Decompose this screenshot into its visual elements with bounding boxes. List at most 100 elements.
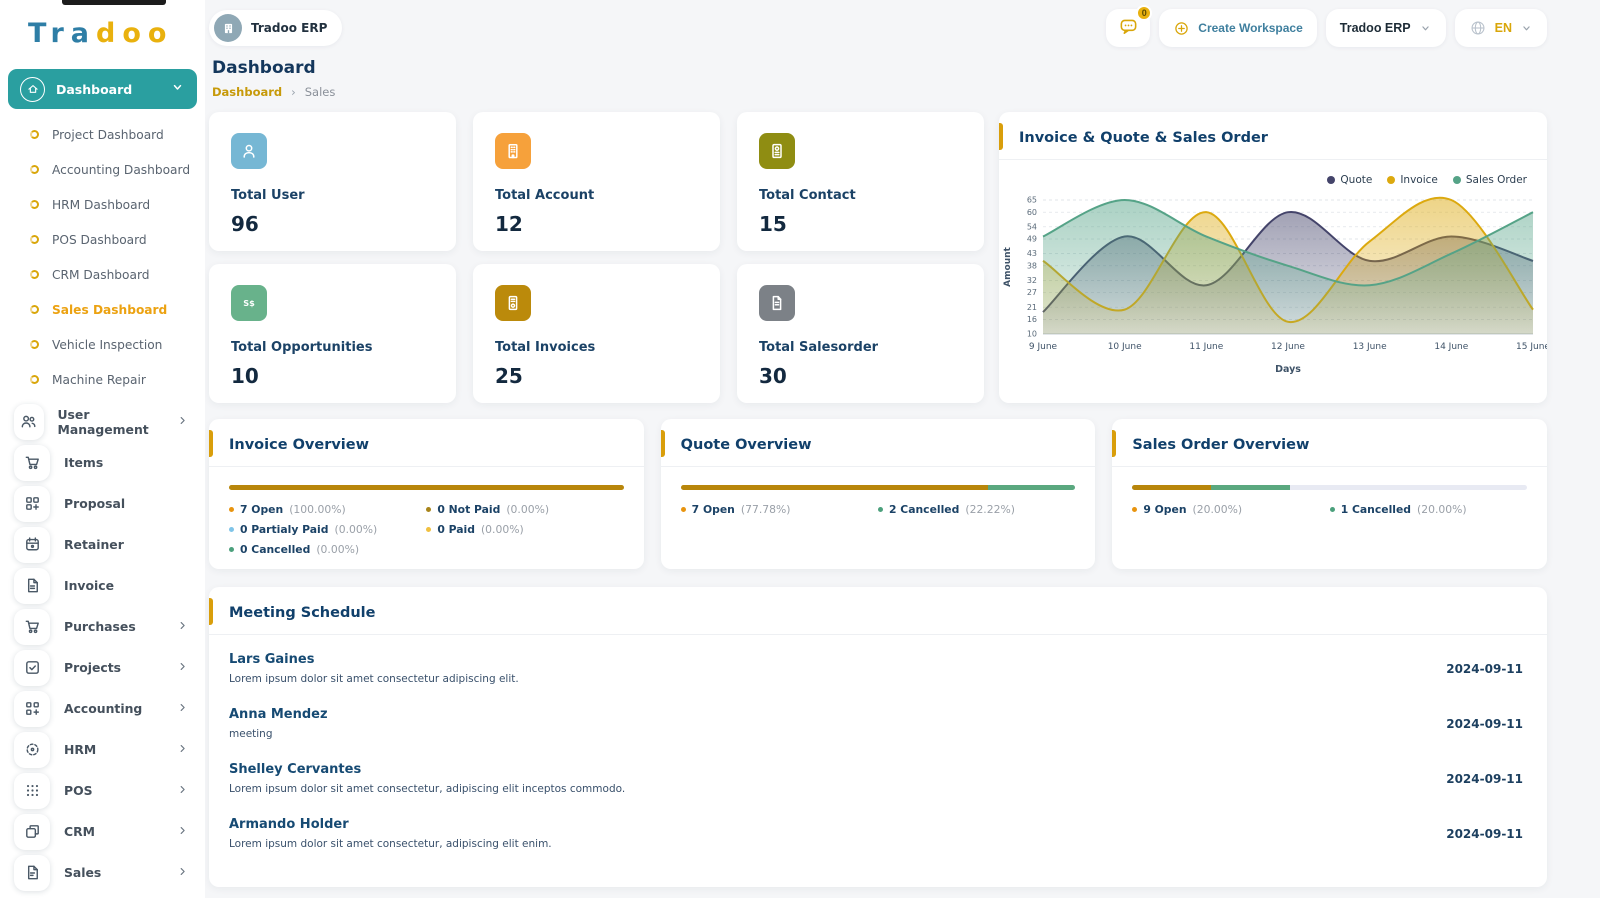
sidebar-subitem-project-dashboard[interactable]: Project Dashboard [0,117,205,152]
workspace-select[interactable]: Tradoo ERP [1325,9,1446,47]
overview-stat: 0 Partialy Paid (0.00%) [229,523,426,536]
overview-card-header: Sales Order Overview [1112,419,1548,467]
create-workspace-button[interactable]: Create Workspace [1159,9,1317,47]
sidebar-item-user-management[interactable]: User Management [0,401,205,442]
stat-card-total-account[interactable]: Total Account 12 [473,112,720,251]
meeting-description: Lorem ipsum dolor sit amet consectetur, … [229,838,552,850]
sidebar-item-accounting[interactable]: Accounting [0,688,205,729]
sidebar-item-projects[interactable]: Projects [0,647,205,688]
stat-card-total-invoices[interactable]: Total Invoices 25 [473,264,720,403]
stat-card-total-contact[interactable]: Total Contact 15 [737,112,984,251]
create-workspace-label: Create Workspace [1198,21,1303,35]
overview-stat-label: 7 Open [240,503,284,516]
status-circle-icon [30,305,39,314]
breadcrumb-dashboard-link[interactable]: Dashboard [212,85,283,99]
sidebar-item-sales[interactable]: Sales [0,852,205,893]
svg-text:12 June: 12 June [1271,342,1305,352]
overview-stats: 9 Open (20.00%) 1 Cancelled (20.00%) [1112,490,1547,516]
sidebar-item-label: HRM [64,742,97,757]
meeting-date: 2024-09-11 [1446,717,1523,731]
chevron-right-icon [176,824,189,840]
meeting-list: Lars Gaines Lorem ipsum dolor sit amet c… [209,635,1547,867]
legend-label: Sales Order [1465,174,1527,186]
stat-label: Total Opportunities [231,340,373,355]
svg-text:10 June: 10 June [1108,342,1142,352]
page-head: Dashboard Dashboard › Sales [209,48,1547,99]
sidebar-subitem-sales-dashboard[interactable]: Sales Dashboard [0,292,205,327]
language-select[interactable]: EN [1454,9,1547,47]
overview-stat: 7 Open (100.00%) [229,503,426,516]
workspace-chip[interactable]: Tradoo ERP [209,10,343,46]
progress-segment [987,485,1076,490]
home-icon [20,76,45,102]
status-dot-icon [229,507,234,512]
overview-stats: 7 Open (100.00%) 0 Partialy Paid (0.00%)… [209,490,644,556]
overview-card-sales-order-overview: Sales Order Overview 9 Open (20.00%) 1 C… [1112,419,1548,569]
stat-value: 25 [495,364,523,388]
sidebar-item-proposal[interactable]: Proposal [0,483,205,524]
overview-stat: 0 Cancelled (0.00%) [229,543,426,556]
sidebar-subitem-label: Accounting Dashboard [52,162,191,177]
stat-card-total-opportunities[interactable]: S$ Total Opportunities 10 [209,264,456,403]
logo-letter: r [50,18,71,49]
chevron-right-icon [176,742,189,758]
overview-stat: 9 Open (20.00%) [1132,503,1329,516]
sidebar-item-dashboard[interactable]: Dashboard [8,69,197,109]
chart-card-title: Invoice & Quote & Sales Order [1019,130,1268,146]
meeting-row: Lars Gaines Lorem ipsum dolor sit amet c… [209,639,1547,694]
svg-text:10: 10 [1027,330,1037,339]
sidebar-item-hrm[interactable]: HRM [0,729,205,770]
sidebar-subitem-vehicle-inspection[interactable]: Vehicle Inspection [0,327,205,362]
sidebar-item-items[interactable]: Items [0,442,205,483]
sidebar-item-invoice[interactable]: Invoice [0,565,205,606]
sidebar-item-retainer[interactable]: Retainer [0,524,205,565]
status-dot-icon [1329,507,1335,512]
cut-off-element [62,0,166,5]
overview-stat-pct: (0.00%) [334,523,378,536]
chart-card-header: Invoice & Quote & Sales Order [999,112,1547,160]
stat-card-total-user[interactable]: Total User 96 [209,112,456,251]
sidebar-subitem-pos-dashboard[interactable]: POS Dashboard [0,222,205,257]
stat-cards: Total User 96 Total Account 12 Total Con… [209,112,984,403]
chat-button[interactable]: 0 [1106,5,1153,47]
chat-icon [1118,16,1139,40]
overview-stat: 0 Not Paid (0.00%) [426,503,623,516]
svg-text:9 June: 9 June [1029,342,1058,352]
invoice2-icon [495,285,531,321]
meeting-name: Shelley Cervantes [229,762,362,777]
meeting-description: meeting [229,728,273,740]
legend-item-quote[interactable]: Quote [1327,174,1372,186]
sidebar-subitem-crm-dashboard[interactable]: CRM Dashboard [0,257,205,292]
topbar: Tradoo ERP 0 Create Workspace Tradoo ERP [209,0,1547,48]
legend-item-sales-order[interactable]: Sales Order [1452,174,1527,186]
svg-text:27: 27 [1027,288,1037,297]
sidebar-item-label: CRM [64,824,95,839]
sidebar-item-label: Retainer [64,537,124,552]
svg-text:S$: S$ [243,298,255,308]
hrm-icon [14,731,50,768]
meeting-description: Lorem ipsum dolor sit amet consectetur a… [229,673,519,685]
meeting-date: 2024-09-11 [1446,662,1523,676]
sidebar-item-label: Proposal [64,496,126,511]
stat-card-total-salesorder[interactable]: Total Salesorder 30 [737,264,984,403]
overview-stat-pct: (100.00%) [289,503,346,516]
sidebar-item-purchases[interactable]: Purchases [0,606,205,647]
sidebar-item-label: User Management [57,406,149,437]
invoice-icon [14,567,50,604]
proposal-icon [14,485,50,522]
progress-segment [229,485,624,490]
sidebar-item-label: Dashboard [56,81,133,97]
overview-stat-pct: (22.22%) [965,503,1015,516]
chart-card: Invoice & Quote & Sales Order Quote Invo… [999,112,1547,403]
salesdoc-icon [759,285,795,321]
sidebar-subitem-accounting-dashboard[interactable]: Accounting Dashboard [0,152,205,187]
sidebar-subitem-machine-repair[interactable]: Machine Repair [0,362,205,397]
overview-card-title: Invoice Overview [229,437,369,453]
sidebar-subitem-label: POS Dashboard [52,232,147,247]
legend-item-invoice[interactable]: Invoice [1387,174,1438,186]
sidebar-item-pos[interactable]: POS [0,770,205,811]
legend-dot [1387,176,1396,184]
sidebar-item-crm[interactable]: CRM [0,811,205,852]
sidebar-subitem-hrm-dashboard[interactable]: HRM Dashboard [0,187,205,222]
